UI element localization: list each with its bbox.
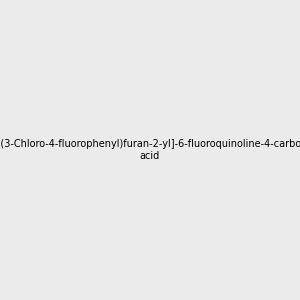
Text: 2-[5-(3-Chloro-4-fluorophenyl)furan-2-yl]-6-fluoroquinoline-4-carboxylic acid: 2-[5-(3-Chloro-4-fluorophenyl)furan-2-yl… — [0, 139, 300, 161]
